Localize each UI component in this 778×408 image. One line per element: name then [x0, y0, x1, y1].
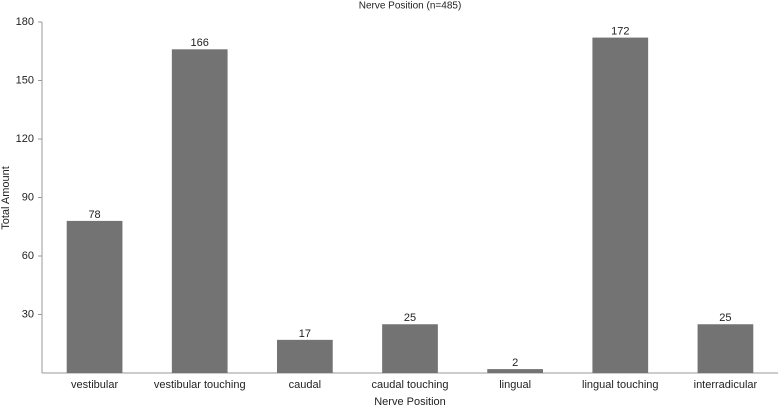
data-label: 17: [299, 328, 311, 340]
x-tick-label: interradicular: [694, 379, 758, 391]
bar: [276, 339, 333, 373]
chart-title: Nerve Position (n=485): [359, 1, 462, 12]
data-label: 78: [88, 209, 100, 221]
y-tick-label: 90: [22, 191, 34, 203]
data-label: 172: [611, 26, 629, 38]
x-tick-label: vestibular touching: [154, 379, 246, 391]
data-label: 2: [512, 357, 518, 369]
x-tick-label: caudal touching: [371, 379, 448, 391]
x-tick-label: vestibular: [71, 379, 118, 391]
data-label: 166: [191, 37, 209, 49]
y-tick-label: 180: [16, 16, 34, 28]
y-tick-label: 60: [22, 250, 34, 262]
data-label: 25: [404, 312, 416, 324]
bar: [382, 324, 438, 373]
y-tick-label: 120: [16, 133, 34, 145]
data-label: 25: [719, 312, 731, 324]
y-tick-label: 30: [22, 308, 34, 320]
bar: [171, 49, 228, 374]
y-tick-label: 150: [16, 74, 34, 86]
x-tick-label: lingual: [499, 379, 531, 391]
bar: [66, 220, 123, 373]
x-axis-label: Nerve Position: [374, 396, 446, 408]
bar: [592, 37, 649, 373]
bar: [697, 324, 754, 373]
y-axis-label: Total Amount: [0, 166, 12, 230]
x-tick-label: caudal: [289, 379, 321, 391]
bar: [487, 369, 544, 373]
x-tick-label: lingual touching: [582, 379, 658, 391]
